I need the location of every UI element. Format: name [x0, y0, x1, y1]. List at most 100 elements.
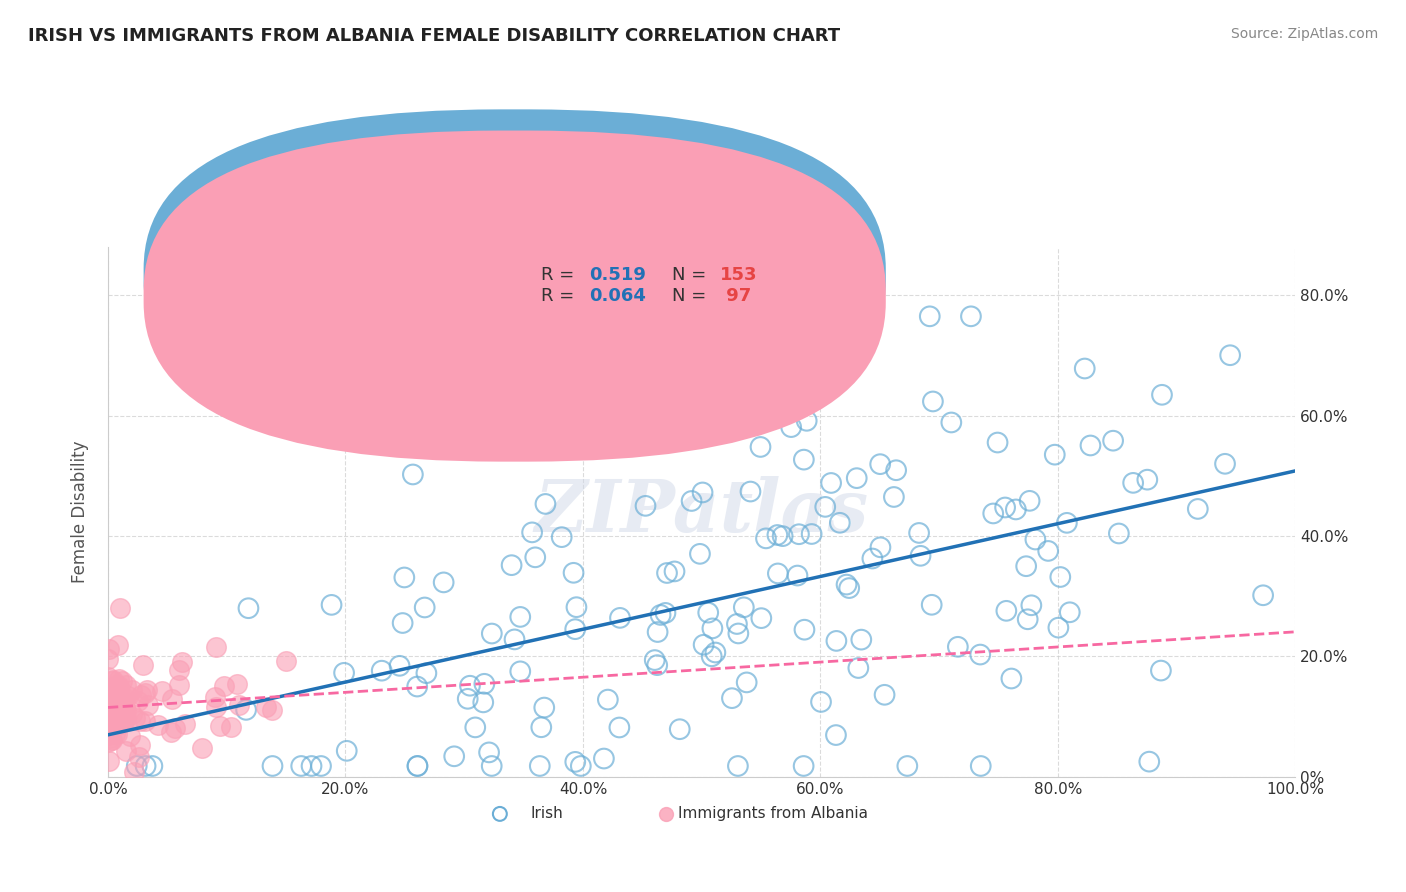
Point [749, 440, 772, 454]
Point [97, 716, 120, 731]
Point [845, 471, 868, 485]
Point [941, 416, 963, 430]
Point [433, 575, 456, 590]
Point [946, 640, 969, 654]
Point [727, 626, 749, 640]
FancyBboxPatch shape [477, 258, 856, 316]
Point [793, 759, 815, 773]
Point [1018, 493, 1040, 508]
Point [101, 685, 124, 699]
Point [132, 657, 155, 672]
Point [274, 654, 297, 668]
Point [1049, 570, 1071, 584]
Point [97, 652, 120, 666]
Point [406, 680, 429, 694]
Point [1137, 755, 1160, 769]
Point [501, 558, 523, 573]
Point [835, 577, 858, 591]
Point [370, 664, 392, 678]
Point [668, 722, 690, 736]
Point [481, 626, 503, 640]
Point [105, 703, 128, 717]
Point [922, 394, 945, 409]
Point [108, 690, 131, 704]
Point [110, 694, 132, 708]
Point [121, 706, 143, 721]
Point [551, 530, 574, 544]
Point [159, 725, 181, 739]
Point [478, 745, 501, 759]
Point [115, 744, 138, 758]
FancyBboxPatch shape [143, 110, 886, 441]
Point [851, 632, 873, 647]
Point [108, 672, 131, 686]
Point [402, 467, 425, 482]
Point [529, 759, 551, 773]
Point [825, 634, 848, 648]
Point [114, 711, 136, 725]
Text: R =: R = [541, 266, 581, 284]
Point [174, 717, 197, 731]
Point [238, 601, 260, 615]
FancyBboxPatch shape [143, 130, 886, 462]
Point [129, 689, 152, 703]
Point [97, 702, 120, 716]
Point [1000, 672, 1022, 686]
Point [97, 735, 120, 749]
Point [825, 728, 848, 742]
Point [115, 678, 138, 692]
Point [165, 721, 187, 735]
Point [127, 694, 149, 708]
Text: ZIPatlas: ZIPatlas [534, 476, 869, 548]
Point [108, 601, 131, 615]
Point [564, 755, 586, 769]
Point [766, 566, 789, 581]
Point [533, 700, 555, 714]
Point [406, 759, 429, 773]
Y-axis label: Female Disability: Female Disability [72, 441, 89, 583]
Point [134, 714, 156, 729]
Point [114, 712, 136, 726]
Point [700, 649, 723, 664]
Point [457, 691, 479, 706]
Point [112, 705, 135, 719]
Point [103, 697, 125, 711]
Point [108, 679, 131, 693]
Point [1102, 434, 1125, 448]
Text: R =: R = [541, 287, 581, 305]
Point [534, 497, 557, 511]
Point [205, 700, 228, 714]
Point [167, 678, 190, 692]
Point [727, 759, 749, 773]
Point [97, 721, 120, 735]
Point [793, 623, 815, 637]
Point [114, 691, 136, 706]
Point [644, 653, 666, 667]
Point [969, 648, 991, 662]
Point [150, 684, 173, 698]
Point [167, 664, 190, 678]
Point [110, 717, 132, 731]
Point [115, 711, 138, 725]
Point [228, 698, 250, 713]
Point [828, 516, 851, 530]
Point [725, 617, 748, 632]
Point [1080, 438, 1102, 452]
Point [458, 679, 481, 693]
Point [449, 373, 471, 387]
Point [98, 698, 121, 712]
Point [793, 452, 815, 467]
Point [1108, 526, 1130, 541]
Point [1187, 502, 1209, 516]
Point [309, 759, 332, 773]
Point [104, 679, 127, 693]
Point [910, 549, 932, 563]
Point [124, 711, 146, 725]
Point [740, 484, 762, 499]
Point [98, 699, 121, 714]
Point [105, 727, 128, 741]
Point [97, 755, 120, 769]
Point [97, 706, 120, 720]
Point [443, 749, 465, 764]
Point [489, 812, 512, 826]
